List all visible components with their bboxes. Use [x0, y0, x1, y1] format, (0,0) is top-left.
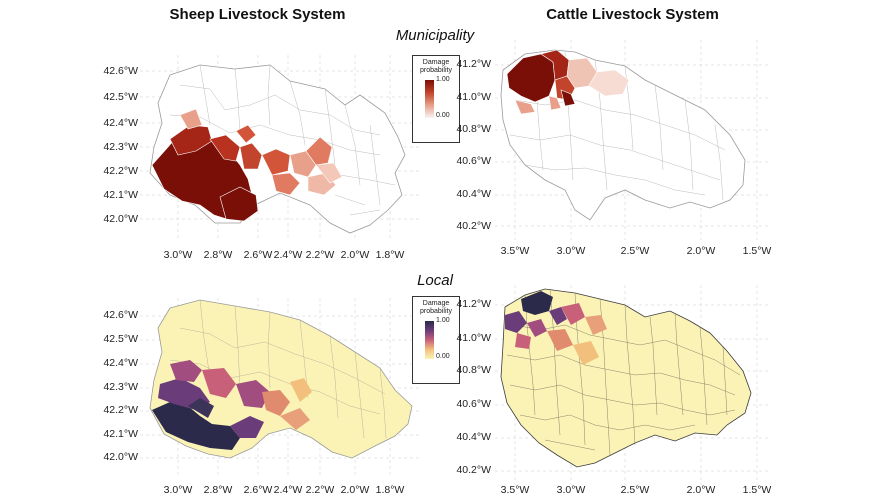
legend-min-label: 0.00: [436, 353, 450, 360]
x-tick-label: 2.6°W: [243, 484, 273, 496]
y-tick-label: 41.2°W: [456, 298, 491, 310]
y-tick-label: 42.1°W: [103, 189, 138, 201]
y-tick-label: 42.0°W: [103, 213, 138, 225]
x-tick-label: 2.8°W: [203, 484, 233, 496]
x-tick-label: 3.5°W: [500, 245, 530, 257]
x-tick-label: 2.6°W: [243, 249, 273, 261]
x-tick-label: 1.8°W: [375, 484, 405, 496]
x-tick-label: 2.0°W: [686, 245, 716, 257]
legend-color-bar: [425, 80, 434, 118]
x-tick-label: 2.5°W: [620, 484, 650, 496]
y-tick-label: 41.0°W: [456, 332, 491, 344]
y-tick-label: 42.6°W: [103, 309, 138, 321]
y-tick-label: 42.5°W: [103, 333, 138, 345]
legend-min-label: 0.00: [436, 112, 450, 119]
y-tick-label: 40.4°W: [456, 431, 491, 443]
x-tick-label: 1.8°W: [375, 249, 405, 261]
x-tick-label: 3.5°W: [500, 484, 530, 496]
y-tick-label: 42.6°W: [103, 65, 138, 77]
y-tick-label: 41.0°W: [456, 91, 491, 103]
x-tick-label: 3.0°W: [163, 484, 193, 496]
legend-title: Damage probability: [420, 300, 452, 315]
y-tick-label: 42.4°W: [103, 357, 138, 369]
local-row-title: Local: [417, 272, 453, 289]
x-tick-label: 2.5°W: [620, 245, 650, 257]
legend-max-label: 1.00: [436, 76, 450, 83]
sheep-local-map: [140, 298, 420, 478]
cattle-local-region-outline: [500, 288, 752, 468]
cattle-municipality-map: [495, 40, 770, 240]
x-tick-label: 3.0°W: [556, 245, 586, 257]
high-damage-area: [521, 291, 553, 315]
municipality-row-title: Municipality: [395, 27, 475, 44]
x-tick-label: 2.0°W: [340, 249, 370, 261]
sheep-column-title: Sheep Livestock System: [169, 6, 346, 23]
y-tick-label: 41.2°W: [456, 58, 491, 70]
y-tick-label: 40.6°W: [456, 155, 491, 167]
x-tick-label: 2.2°W: [305, 484, 335, 496]
municipality-legend: Damage probability 1.00 0.00: [412, 55, 460, 143]
x-tick-label: 2.0°W: [686, 484, 716, 496]
x-tick-label: 2.0°W: [340, 484, 370, 496]
high-damage-area: [152, 402, 240, 450]
legend-color-bar: [425, 321, 434, 359]
y-tick-label: 40.2°W: [456, 464, 491, 476]
x-tick-label: 3.0°W: [163, 249, 193, 261]
x-tick-label: 2.2°W: [305, 249, 335, 261]
y-tick-label: 42.4°W: [103, 117, 138, 129]
x-tick-label: 2.8°W: [203, 249, 233, 261]
y-tick-label: 42.1°W: [103, 428, 138, 440]
x-tick-label: 1.5°W: [742, 484, 772, 496]
y-tick-label: 42.3°W: [103, 141, 138, 153]
y-tick-label: 42.2°W: [103, 404, 138, 416]
sheep-local-region-outline: [149, 299, 413, 459]
x-tick-label: 3.0°W: [556, 484, 586, 496]
x-tick-label: 2.4°W: [273, 249, 303, 261]
x-tick-label: 1.5°W: [742, 245, 772, 257]
y-tick-label: 40.8°W: [456, 364, 491, 376]
sheep-municipality-map: [140, 55, 420, 240]
y-tick-label: 40.6°W: [456, 398, 491, 410]
local-legend: Damage probability 1.00 0.00: [412, 296, 460, 384]
y-tick-label: 40.2°W: [456, 220, 491, 232]
legend-max-label: 1.00: [436, 317, 450, 324]
y-tick-label: 42.3°W: [103, 381, 138, 393]
cattle-local-map: [495, 285, 770, 485]
y-tick-label: 42.5°W: [103, 91, 138, 103]
high-damage-area: [506, 53, 556, 103]
legend-title: Damage probability: [420, 59, 452, 74]
y-tick-label: 42.0°W: [103, 451, 138, 463]
x-tick-label: 2.4°W: [273, 484, 303, 496]
cattle-column-title: Cattle Livestock System: [546, 6, 719, 23]
y-tick-label: 40.4°W: [456, 188, 491, 200]
y-tick-label: 40.8°W: [456, 123, 491, 135]
y-tick-label: 42.2°W: [103, 165, 138, 177]
